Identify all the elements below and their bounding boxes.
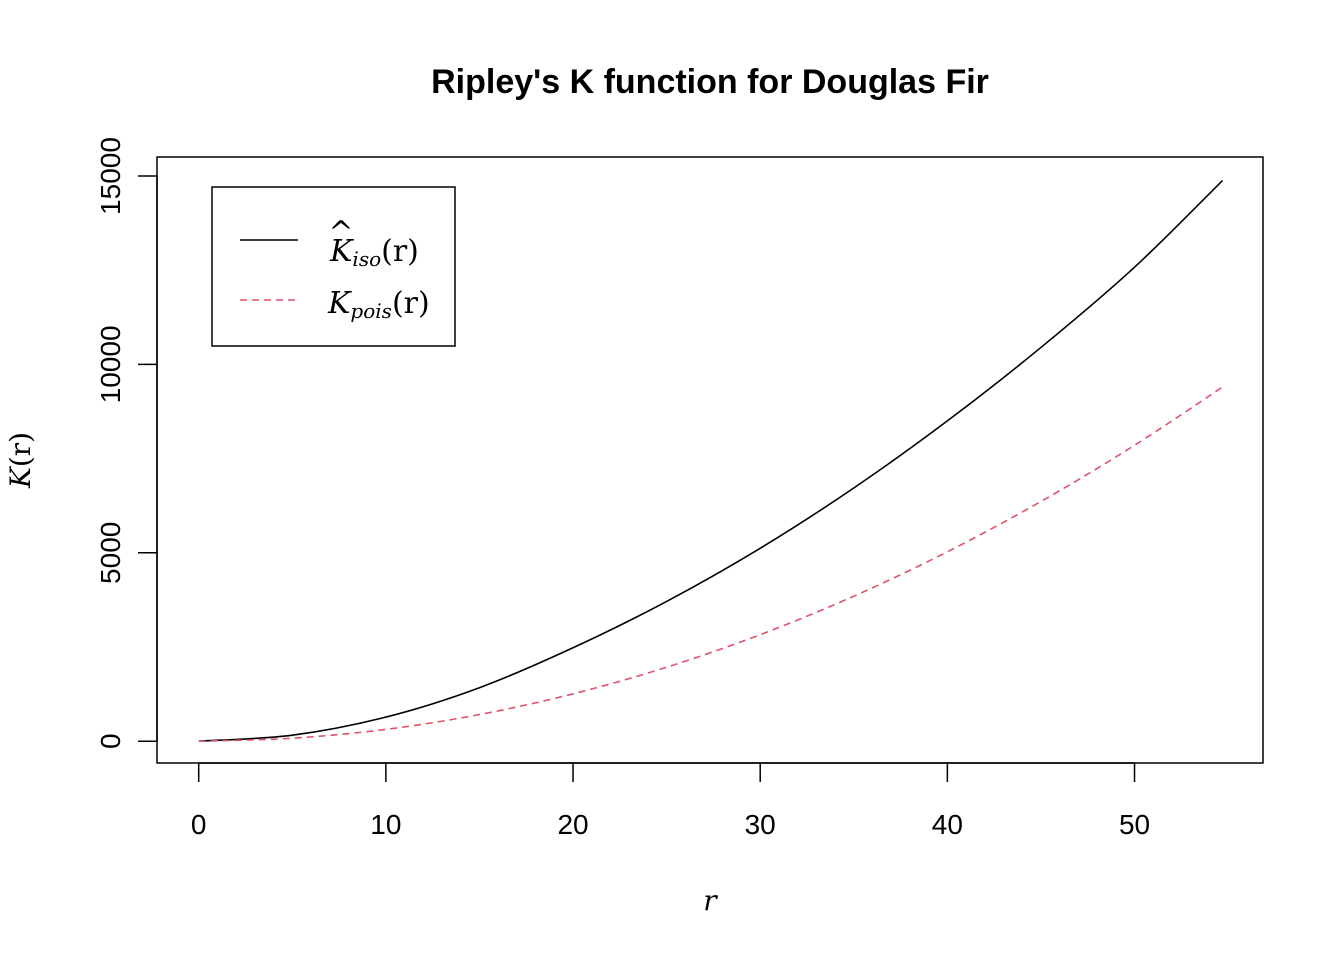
legend-hat-iso: ^	[328, 215, 353, 250]
y-tick-label: 15000	[95, 137, 126, 215]
series-line-iso	[198, 179, 1224, 742]
legend-sub-iso: iso	[352, 247, 381, 271]
x-tick-label: 0	[191, 809, 207, 840]
x-tick-label: 30	[745, 809, 776, 840]
legend-sub-pois: pois	[350, 299, 392, 323]
chart-title: Ripley's K function for Douglas Fir	[431, 63, 989, 101]
y-axis-label: K(r)	[4, 432, 37, 489]
x-tick-label: 20	[557, 809, 588, 840]
legend-main-iso: K	[329, 234, 354, 269]
legend-main-pois: K	[327, 286, 352, 321]
y-tick-label: 10000	[95, 325, 126, 403]
x-axis: 0 10 20 30 40 50	[191, 762, 1150, 840]
x-tick-label: 50	[1119, 809, 1150, 840]
legend-box	[211, 186, 456, 347]
series-layer	[198, 179, 1224, 742]
x-tick-label: 40	[932, 809, 963, 840]
y-tick-label: 5000	[95, 522, 126, 584]
legend-paren-pois: (r)	[392, 286, 430, 321]
legend: ^ Kiso(r) Kpois(r)	[211, 186, 456, 347]
y-axis-label-main: K	[4, 465, 37, 489]
x-axis-label: r	[703, 884, 718, 917]
legend-entry-iso: ^ Kiso(r)	[328, 215, 418, 271]
y-axis: 0 5000 10000 15000	[95, 137, 158, 749]
y-axis-label-paren: (r)	[4, 432, 37, 467]
legend-paren-iso: (r)	[381, 234, 419, 269]
svg-text:Kiso(r): Kiso(r)	[329, 234, 419, 271]
legend-entry-pois: Kpois(r)	[327, 286, 430, 323]
series-line-pois	[198, 386, 1223, 742]
svg-text:K(r): K(r)	[4, 432, 37, 489]
y-tick-label: 0	[95, 733, 126, 749]
x-tick-label: 10	[370, 809, 401, 840]
svg-text:Kpois(r): Kpois(r)	[327, 286, 430, 323]
